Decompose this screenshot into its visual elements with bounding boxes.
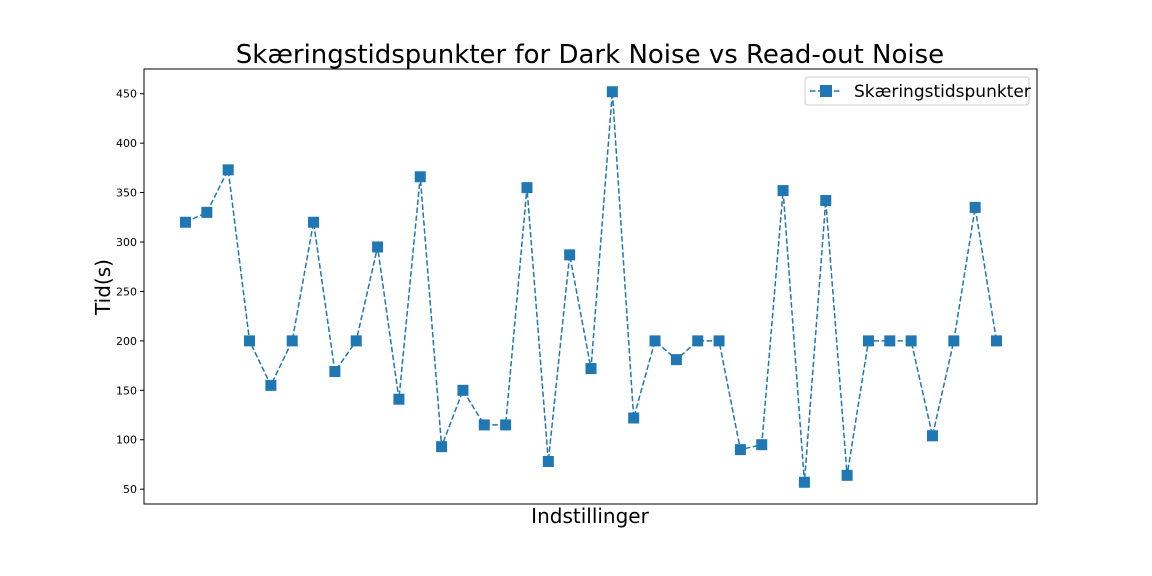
data-point-marker	[948, 335, 960, 347]
data-point-marker	[201, 206, 213, 218]
series-markers	[180, 86, 1002, 488]
data-point-marker	[820, 194, 832, 206]
data-point-marker	[265, 379, 277, 391]
y-tick-label: 300	[116, 236, 137, 249]
data-point-marker	[734, 444, 746, 456]
data-point-marker	[564, 249, 576, 261]
data-point-marker	[457, 384, 469, 396]
legend-entry-label: Skæringstidspunkter	[854, 82, 1031, 102]
data-point-marker	[777, 185, 789, 197]
data-point-marker	[500, 419, 512, 431]
data-point-marker	[414, 171, 426, 183]
x-axis-label: Indstillinger	[531, 504, 649, 528]
data-point-marker	[798, 476, 810, 488]
y-tick-label: 200	[116, 335, 137, 348]
y-tick-label: 50	[123, 483, 137, 496]
y-tick-label: 450	[116, 88, 137, 101]
data-point-marker	[649, 335, 661, 347]
legend-marker-swatch	[820, 85, 832, 97]
data-point-marker	[350, 335, 362, 347]
legend-box	[804, 76, 1030, 106]
data-point-marker	[628, 412, 640, 424]
data-point-marker	[884, 335, 896, 347]
data-point-marker	[713, 335, 725, 347]
data-point-marker	[329, 366, 341, 378]
chart-title: Skæringstidspunkter for Dark Noise vs Re…	[236, 40, 944, 70]
data-point-marker	[222, 164, 234, 176]
data-point-marker	[926, 430, 938, 442]
series-line	[185, 91, 998, 483]
data-point-marker	[286, 335, 298, 347]
data-point-marker	[521, 182, 533, 194]
data-point-marker	[670, 354, 682, 366]
y-tick-label: 350	[116, 187, 137, 200]
data-point-marker	[606, 86, 618, 98]
data-point-marker	[244, 335, 256, 347]
data-point-marker	[478, 419, 490, 431]
data-point-marker	[180, 216, 191, 228]
y-tick-label: 150	[116, 384, 137, 397]
data-point-marker	[692, 335, 704, 347]
y-axis-label: Tid(s)	[91, 259, 115, 316]
data-point-marker	[542, 455, 554, 467]
data-point-marker	[372, 241, 384, 253]
data-point-marker	[436, 441, 448, 453]
data-point-marker	[308, 216, 320, 228]
data-point-marker	[991, 335, 1002, 347]
data-point-marker	[756, 439, 768, 451]
y-tick-label: 400	[116, 137, 137, 150]
y-tick-label: 250	[116, 285, 137, 298]
data-point-marker	[905, 335, 917, 347]
data-point-marker	[585, 363, 597, 375]
y-tick-label: 100	[116, 434, 137, 447]
data-point-marker	[393, 393, 405, 405]
legend: Skæringstidspunkter	[804, 76, 1031, 106]
data-point-marker	[969, 201, 981, 213]
y-axis-ticks: 50 100 150 200 250 300 350 400 450	[116, 88, 144, 496]
data-point-marker	[862, 335, 874, 347]
plot-area	[143, 68, 1038, 505]
data-point-marker	[841, 469, 853, 481]
